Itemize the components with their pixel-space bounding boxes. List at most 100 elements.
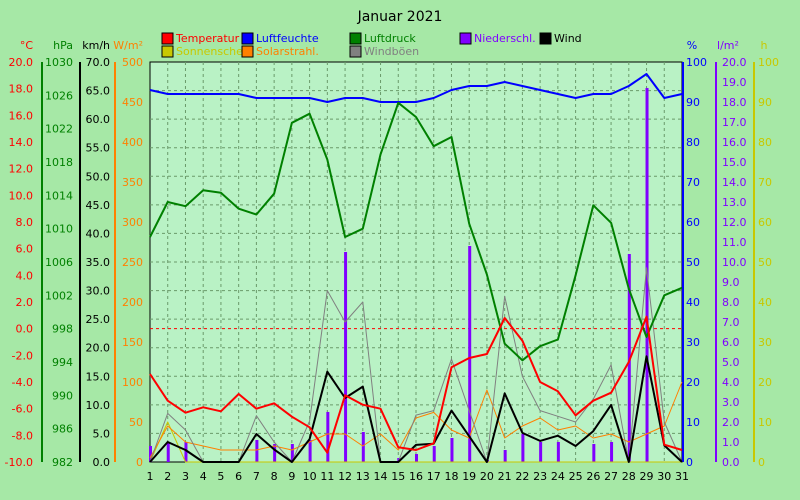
hum-tick-label: 30 [686,336,700,349]
rain-tick-label: 12.0 [722,216,747,229]
hum-tick-label: 60 [686,216,700,229]
temp-tick-label: 0.0 [16,323,34,336]
x-tick-label: 31 [675,470,689,483]
rain-tick-label: 13.0 [722,196,747,209]
solar-tick-label: 150 [122,336,143,349]
temp-tick-label: -8.0 [12,429,33,442]
x-tick-label: 20 [480,470,494,483]
x-tick-label: 13 [356,470,370,483]
rain-tick-label: 16.0 [722,136,747,149]
axes: 1 2 3 4 5 6 7 8 9 10 11 12 13 14 15 16 17 18 19 20 21 22 23 24 2… [5,39,779,483]
rain-bar [503,450,507,462]
rain-bar [556,442,560,462]
sun-tick-label: 0 [758,456,765,469]
sun-tick-label: 80 [758,136,772,149]
solar-tick-label: 50 [129,416,143,429]
press-tick-label: 982 [52,456,73,469]
wind-unit-label: km/h [82,39,110,52]
temp-tick-label: 18.0 [9,83,34,96]
rain-tick-label: 19.0 [722,76,747,89]
sun-tick-label: 60 [758,216,772,229]
x-tick-label: 4 [200,470,207,483]
chart-title: Januar 2021 [357,9,443,25]
x-tick-label: 19 [462,470,476,483]
x-tick-label: 17 [427,470,441,483]
legend: Temperatur Luftfeuchte Luftdruck Niederschl… [161,32,582,58]
x-tick-label: 7 [253,470,260,483]
rain-tick-label: 6.0 [722,336,740,349]
wind-tick-label: 45.0 [86,199,111,212]
x-tick-label: 10 [303,470,317,483]
x-tick-label: 18 [444,470,458,483]
temp-tick-label: 12.0 [9,163,34,176]
hum-tick-label: 40 [686,296,700,309]
wind-tick-label: 0.0 [93,456,111,469]
temp-tick-label: 4.0 [16,269,34,282]
x-tick-label: 23 [533,470,547,483]
hum-tick-label: 100 [686,56,707,69]
x-tick-label: 30 [657,470,671,483]
wind-tick-label: 5.0 [93,427,111,440]
x-tick-label: 2 [164,470,171,483]
rain-bar [149,446,152,462]
wind-tick-label: 25.0 [86,313,111,326]
rain-tick-label: 2.0 [722,416,740,429]
sun-tick-label: 20 [758,376,772,389]
temp-tick-label: -4.0 [12,376,33,389]
x-tick-label: 27 [604,470,618,483]
rain-tick-label: 18.0 [722,96,747,109]
legend-swatch [539,32,552,45]
rain-bar [539,442,543,462]
series-layer [149,73,683,463]
rain-tick-label: 17.0 [722,116,747,129]
legend-label: Windböen [364,45,419,58]
wind-tick-label: 35.0 [86,256,111,269]
x-tick-label: 14 [374,470,388,483]
temp-tick-label: 6.0 [16,243,34,256]
press-tick-label: 1002 [45,289,73,302]
wind-tick-label: 30.0 [86,285,111,298]
x-tick-label: 12 [338,470,352,483]
legend-swatch [241,45,254,58]
legend-label: Wind [554,32,582,45]
rain-bar [450,438,454,462]
legend-swatch [161,45,174,58]
wind-tick-label: 20.0 [86,342,111,355]
legend-label: Luftdruck [364,32,416,45]
sun-tick-label: 90 [758,96,772,109]
rain-tick-label: 14.0 [722,176,747,189]
press-tick-label: 1022 [45,123,73,136]
hum-tick-label: 20 [686,376,700,389]
rain-bar [326,412,330,462]
rain-bar [521,434,525,462]
temp-tick-label: 14.0 [9,136,34,149]
rain-tick-label: 7.0 [722,316,740,329]
press-tick-label: 1030 [45,56,73,69]
sun-tick-label: 40 [758,296,772,309]
wind-tick-label: 70.0 [86,56,111,69]
wind-tick-label: 50.0 [86,170,111,183]
rain-bar [432,446,436,462]
x-tick-label: 1 [147,470,154,483]
press-tick-label: 1010 [45,223,73,236]
rain-bar [290,444,294,462]
x-tick-label: 5 [217,470,224,483]
rain-tick-label: 5.0 [722,356,740,369]
legend-swatch [161,32,174,45]
series-line [149,315,683,454]
x-tick-label: 11 [320,470,334,483]
x-tick-label: 26 [586,470,600,483]
temp-tick-label: 16.0 [9,109,34,122]
x-tick-label: 22 [515,470,529,483]
press-tick-label: 998 [52,323,73,336]
solar-tick-label: 250 [122,256,143,269]
solar-tick-label: 200 [122,296,143,309]
hum-tick-label: 90 [686,96,700,109]
solar-tick-label: 500 [122,56,143,69]
x-tick-label: 24 [551,470,565,483]
press-tick-label: 1014 [45,189,73,202]
series-line [149,355,683,463]
x-tick-label: 3 [182,470,189,483]
x-tick-label: 8 [271,470,278,483]
